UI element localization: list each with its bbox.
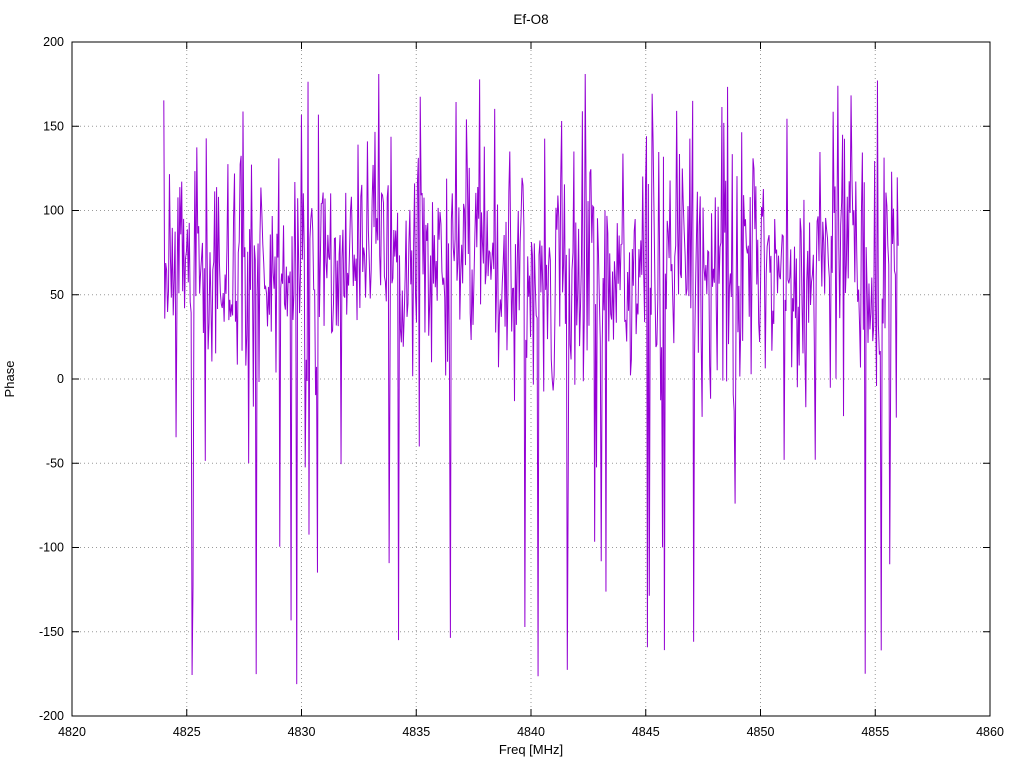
axes — [71, 41, 991, 717]
x-tick-label: 4840 — [517, 725, 545, 739]
x-axis-label: Freq [MHz] — [499, 742, 563, 757]
x-tick-label: 4835 — [402, 725, 430, 739]
y-tick-label: -200 — [39, 709, 64, 723]
y-tick-label: -100 — [39, 541, 64, 555]
x-tick-label: 4825 — [173, 725, 201, 739]
tick-labels: 4820 4825 4830 4835 4840 4845 4850 4855 4860 -200… — [39, 35, 1004, 739]
y-tick-label: -50 — [46, 456, 64, 470]
x-tick-label: 4850 — [747, 725, 775, 739]
x-tick-label: 4855 — [861, 725, 889, 739]
grid — [72, 42, 990, 716]
y-tick-label: 200 — [43, 35, 64, 49]
x-tick-label: 4845 — [632, 725, 660, 739]
x-tick-label: 4830 — [288, 725, 316, 739]
x-tick-label: 4820 — [58, 725, 86, 739]
y-tick-label: 150 — [43, 119, 64, 133]
y-axis-label: Phase — [2, 361, 17, 398]
chart-title: Ef-O8 — [513, 12, 548, 27]
phase-series-line — [163, 74, 899, 685]
y-tick-label: 100 — [43, 204, 64, 218]
data-series — [163, 74, 899, 685]
y-tick-label: 50 — [50, 288, 64, 302]
y-tick-label: 0 — [57, 372, 64, 386]
y-tick-label: -150 — [39, 625, 64, 639]
x-tick-label: 4860 — [976, 725, 1004, 739]
